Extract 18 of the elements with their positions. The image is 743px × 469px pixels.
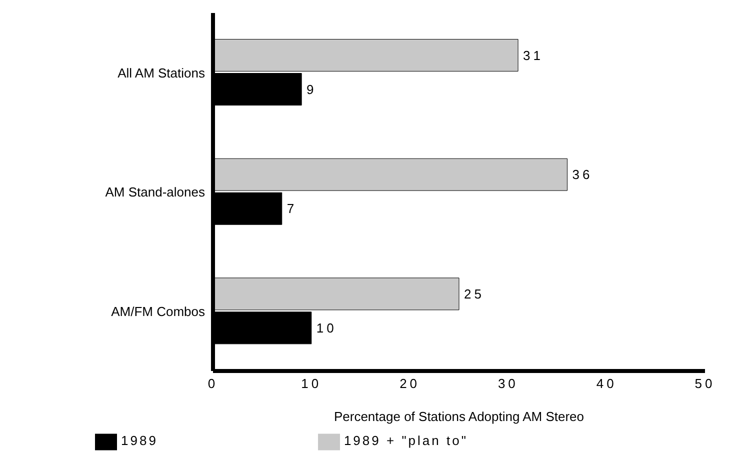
data-label: 36 xyxy=(572,167,593,182)
x-tick-label: 20 xyxy=(400,376,420,392)
y-tick-label: AM Stand-alones xyxy=(105,184,206,200)
x-tick-label: 50 xyxy=(694,376,716,392)
data-label: 31 xyxy=(523,48,544,63)
data-label: 7 xyxy=(286,201,298,216)
legend-label: 1989 + "plan to" xyxy=(344,433,468,448)
y-tick-label: AM/FM Combos xyxy=(111,304,206,319)
x-tick-label: 30 xyxy=(498,376,518,392)
x-tick-label: 40 xyxy=(596,376,617,392)
data-label: 10 xyxy=(316,320,337,336)
legend-label: 1989 xyxy=(121,433,158,448)
x-tick-label: 10 xyxy=(301,376,322,392)
y-tick-label: All AM Stations xyxy=(118,65,206,80)
x-tick-label: 0 xyxy=(208,376,218,392)
data-label: 9 xyxy=(306,82,317,97)
x-axis-title: Percentage of Stations Adopting AM Stereo xyxy=(334,409,584,424)
data-label: 25 xyxy=(464,286,484,302)
